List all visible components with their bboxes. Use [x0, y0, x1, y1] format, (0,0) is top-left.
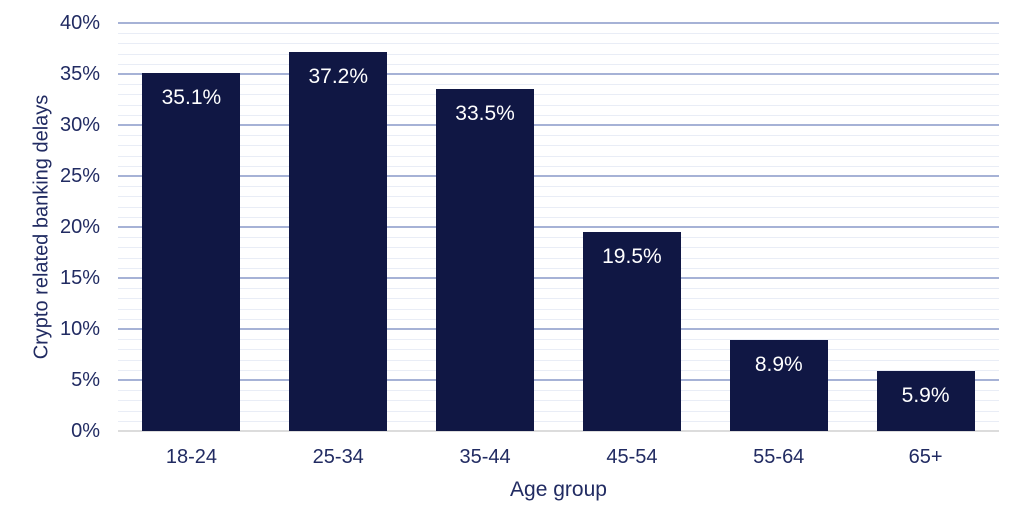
minor-gridline [118, 196, 999, 197]
bar-4: 8.9% [729, 340, 828, 431]
minor-gridline [118, 339, 999, 340]
x-axis-title: Age group [510, 478, 607, 501]
bars: 35.1% 37.2% 33.5% 19.5% 8.9% 5.9% [118, 23, 999, 431]
minor-gridline [118, 390, 999, 391]
bar-value-label: 19.5% [602, 245, 662, 269]
minor-gridline [118, 258, 999, 259]
bar-value-label: 5.9% [901, 383, 950, 407]
major-gridline [118, 22, 999, 24]
minor-gridline [118, 105, 999, 106]
x-axis-baseline [118, 430, 999, 432]
y-tick-label: 40% [59, 12, 100, 34]
bar-value-label: 33.5% [455, 102, 515, 126]
x-tick-label: 18-24 [165, 446, 217, 468]
minor-gridline [118, 268, 999, 269]
minor-gridline [118, 247, 999, 248]
minor-gridline [118, 217, 999, 218]
minor-gridline [118, 64, 999, 65]
y-tick-label: 15% [59, 267, 100, 289]
y-tick-label: 5% [71, 369, 100, 391]
x-tick-label: 35-44 [459, 446, 511, 468]
minor-gridline [118, 135, 999, 136]
minor-gridline [118, 411, 999, 412]
x-tick-label: 65+ [908, 446, 943, 468]
y-tick-label: 30% [59, 114, 100, 136]
major-gridline [118, 379, 999, 381]
bar-value-label: 37.2% [308, 64, 369, 88]
minor-gridline [118, 237, 999, 238]
minor-gridline [118, 145, 999, 146]
minor-gridline [118, 400, 999, 401]
minor-gridline [118, 166, 999, 167]
major-gridline [118, 73, 999, 75]
bar-1: 37.2% [289, 51, 388, 431]
major-gridline [118, 328, 999, 330]
x-tick-label: 55-64 [753, 446, 805, 468]
minor-gridline [118, 33, 999, 34]
bar-3: 19.5% [582, 232, 681, 431]
minor-gridline [118, 115, 999, 116]
y-axis-tick-labels: 0% 5% 10% 15% 20% 25% 30% 35% 40% [0, 0, 100, 460]
bar-value-label: 8.9% [754, 353, 803, 377]
minor-gridline [118, 349, 999, 350]
major-gridline [118, 277, 999, 279]
major-gridline [118, 226, 999, 228]
minor-gridline [118, 360, 999, 361]
minor-gridline [118, 54, 999, 55]
bar-0: 35.1% [142, 72, 241, 431]
minor-gridline [118, 319, 999, 320]
plot-area: 35.1% 37.2% 33.5% 19.5% 8.9% 5.9% [118, 22, 999, 432]
minor-gridline [118, 156, 999, 157]
bar-value-label: 35.1% [161, 85, 222, 109]
minor-gridline [118, 370, 999, 371]
minor-gridline [118, 421, 999, 422]
y-tick-label: 20% [59, 216, 100, 238]
gridlines [118, 22, 999, 432]
major-gridline [118, 124, 999, 126]
minor-gridline [118, 309, 999, 310]
bar-5: 5.9% [876, 370, 975, 431]
minor-gridline [118, 207, 999, 208]
minor-gridline [118, 84, 999, 85]
bar-2: 33.5% [436, 89, 535, 431]
y-tick-label: 10% [59, 318, 100, 340]
minor-gridline [118, 43, 999, 44]
minor-gridline [118, 94, 999, 95]
minor-gridline [118, 288, 999, 289]
major-gridline [118, 175, 999, 177]
x-tick-label: 45-54 [606, 446, 658, 468]
y-tick-label: 25% [59, 165, 100, 187]
minor-gridline [118, 186, 999, 187]
y-tick-label: 35% [59, 63, 100, 85]
x-tick-label: 25-34 [312, 446, 364, 468]
minor-gridline [118, 298, 999, 299]
x-axis-labels: 18-24 25-34 35-44 45-54 55-64 65+ [118, 444, 999, 470]
y-tick-label: 0% [71, 420, 100, 442]
